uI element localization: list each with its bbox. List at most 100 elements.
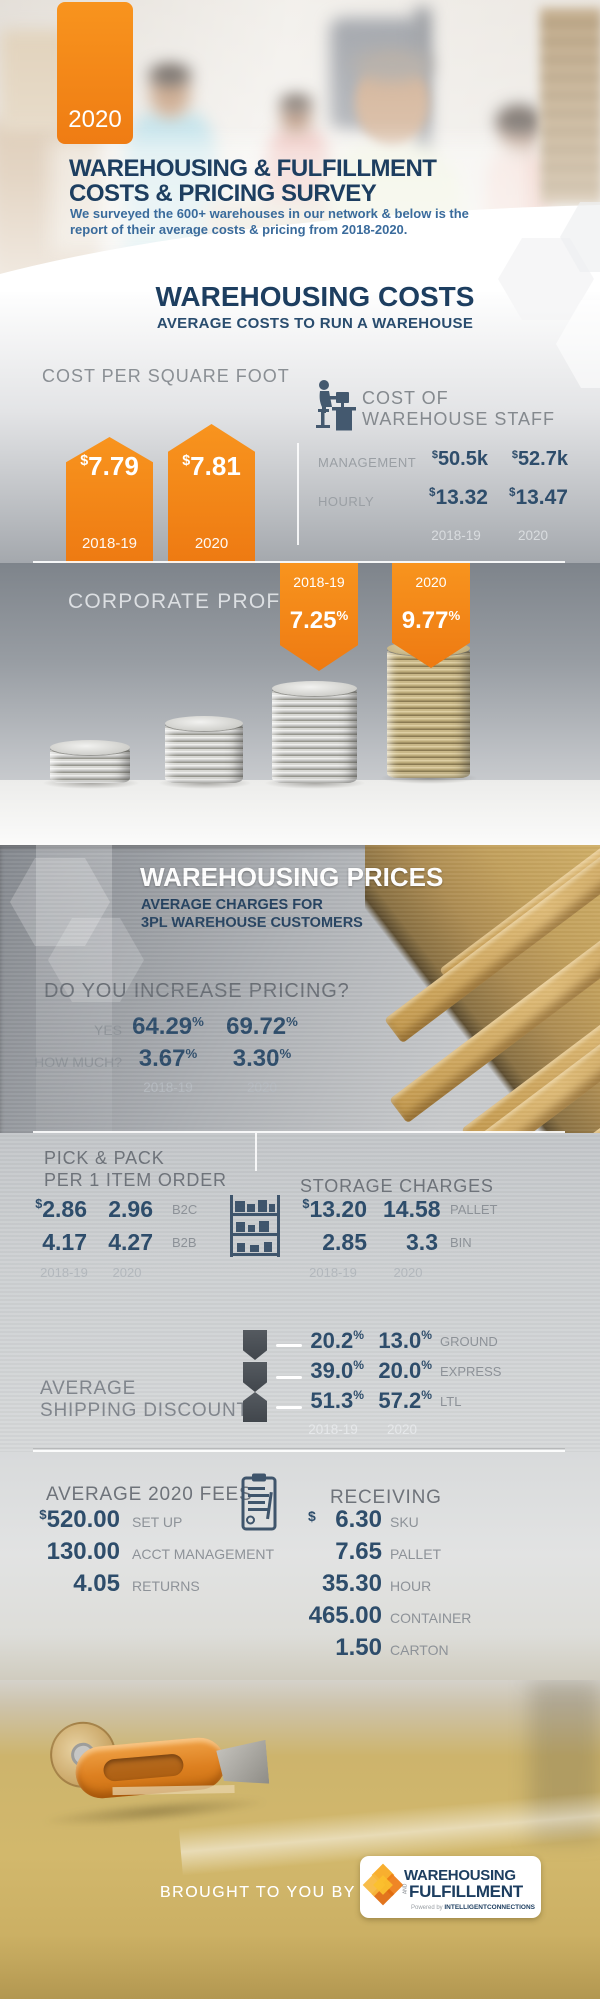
fees-section-bg xyxy=(0,1452,600,1680)
receiving-dollar-sign: $ xyxy=(308,1508,316,1524)
dollar-sign: $ xyxy=(429,487,436,500)
prices-section-title: WAREHOUSING PRICES xyxy=(140,862,444,892)
coin-stack-4 xyxy=(387,641,470,778)
coin-stack-3 xyxy=(272,681,357,783)
sqft-bar-2020 xyxy=(168,424,255,563)
increase-howmuch-label: HOW MUCH? xyxy=(34,1054,122,1070)
storage-pallet-2020: 14.58 xyxy=(383,1196,441,1222)
section-divider xyxy=(33,1131,565,1133)
box-bottom-shade xyxy=(0,1935,600,1999)
percent-sign: % xyxy=(421,1388,432,1403)
pickpack-year2: 2020 xyxy=(112,1265,142,1280)
pallet-photo xyxy=(365,845,600,1133)
profit-value-2020: 9.77% xyxy=(401,607,461,634)
profit-ribbon-2018 xyxy=(280,563,358,671)
fee-returns-value: 4.05 xyxy=(73,1570,120,1597)
sqft-value-2020: $7.81 xyxy=(182,451,241,481)
dollar-sign: $ xyxy=(35,1197,43,1212)
shipping-express-2018: 39.0% xyxy=(310,1358,364,1383)
shipping-year2: 2020 xyxy=(386,1422,418,1437)
percent-sign: % xyxy=(353,1358,364,1373)
fee-returns-label: RETURNS xyxy=(132,1578,200,1594)
dollar-sign: $ xyxy=(509,487,516,500)
fee-acct-label: ACCT MANAGEMENT xyxy=(132,1546,275,1562)
storage-year2: 2020 xyxy=(393,1265,423,1280)
tape-dispenser-photo xyxy=(29,1682,270,1842)
shipping-heading-line2: SHIPPING DISCOUNTS xyxy=(40,1400,263,1421)
fee-setup-value: $520.00 xyxy=(39,1506,120,1533)
dollar-sign: $ xyxy=(302,1197,310,1212)
receiving-pallet-value: 7.65 xyxy=(335,1538,382,1565)
increase-yes-label: YES xyxy=(93,1022,122,1038)
stats-divider xyxy=(255,1133,257,1171)
page-subtitle-line1: We surveyed the 600+ warehouses in our n… xyxy=(70,206,469,221)
year-badge: 2020 xyxy=(57,2,133,144)
shipping-ltl-label: LTL xyxy=(440,1394,462,1409)
profit-tabletop xyxy=(0,780,600,845)
costs-section-title: WAREHOUSING COSTS xyxy=(155,281,475,312)
shipping-dash xyxy=(276,1406,302,1409)
dollar-sign: $ xyxy=(80,453,89,470)
pickpack-b2b-2020: 4.27 xyxy=(108,1229,153,1255)
increase-heading: DO YOU INCREASE PRICING? xyxy=(44,980,350,1002)
percent-sign: % xyxy=(353,1388,364,1403)
shipping-ground-2018: 20.2% xyxy=(310,1328,364,1353)
percent-sign: % xyxy=(279,1046,292,1062)
staff-heading-line2: WAREHOUSE STAFF xyxy=(362,409,556,429)
increase-year2: 2020 xyxy=(246,1080,278,1095)
percent-sign: % xyxy=(448,608,461,624)
shipping-heading-line1: AVERAGE xyxy=(40,1378,137,1399)
shelf-rack-icon xyxy=(230,1195,280,1257)
page-title-line1: WAREHOUSING & FULFILLMENT xyxy=(69,155,437,182)
brand-word-warehousing: WAREHOUSING xyxy=(404,1867,516,1884)
shipping-express-2020: 20.0% xyxy=(378,1358,432,1383)
profit-year-2020: 2020 xyxy=(415,574,447,590)
percent-sign: % xyxy=(353,1328,364,1343)
curve-swoosh xyxy=(0,205,600,292)
receiving-sku-label: SKU xyxy=(390,1514,419,1530)
prices-section-subtitle-line2: 3PL WAREHOUSE CUSTOMERS xyxy=(141,915,363,931)
pickpack-b2c-2018: $2.86 xyxy=(35,1196,87,1222)
pickpack-b2b-2018: 4.17 xyxy=(42,1229,87,1255)
receiving-heading: RECEIVING xyxy=(330,1487,442,1508)
page-subtitle-line2: report of their average costs & pricing … xyxy=(70,222,408,237)
brand-logo-card: WAREHOUSING AND FULFILLMENT Powered by I… xyxy=(360,1856,541,1918)
brought-by-label: BROUGHT TO YOU BY xyxy=(160,1884,356,1901)
receiving-carton-value: 1.50 xyxy=(335,1634,382,1661)
increase-year1: 2018-19 xyxy=(143,1080,193,1095)
shipping-express-label: EXPRESS xyxy=(440,1364,502,1379)
footer-photo: BROUGHT TO YOU BY xyxy=(0,1680,600,1999)
dollar-sign: $ xyxy=(182,453,191,470)
fees-heading: AVERAGE 2020 FEES xyxy=(46,1484,253,1505)
shipping-ground-label: GROUND xyxy=(440,1334,498,1349)
storage-year1: 2018-19 xyxy=(309,1265,357,1280)
staff-management-2020: $52.7k xyxy=(511,448,568,470)
sqft-year-2020: 2020 xyxy=(194,535,229,552)
profit-year-2018: 2018-19 xyxy=(293,574,345,590)
receiving-hour-label: HOUR xyxy=(390,1578,432,1594)
staff-hourly-2018: $13.32 xyxy=(429,486,488,509)
prices-section-subtitle-line1: AVERAGE CHARGES FOR xyxy=(141,897,323,913)
dollar-sign: $ xyxy=(511,449,518,462)
section-divider xyxy=(33,561,565,563)
increase-yes-2018: 64.29% xyxy=(132,1013,204,1040)
receiving-hour-value: 35.30 xyxy=(321,1570,382,1597)
storage-pallet-label: PALLET xyxy=(450,1202,498,1217)
pickpack-heading-line2: PER 1 ITEM ORDER xyxy=(44,1170,227,1190)
percent-sign: % xyxy=(185,1046,198,1062)
person-at-desk-icon xyxy=(316,380,356,431)
hexagon-decoration xyxy=(48,918,144,1002)
staff-row-management-label: MANAGEMENT xyxy=(318,455,417,470)
stats-section-bg xyxy=(0,1133,600,1452)
coin-stack-1 xyxy=(50,740,130,783)
sqft-bar-2018 xyxy=(66,437,153,563)
sqft-value-2018: $7.79 xyxy=(80,451,139,481)
staff-row-hourly-label: HOURLY xyxy=(318,494,375,509)
percent-sign: % xyxy=(421,1358,432,1373)
costs-section-subtitle: AVERAGE COSTS TO RUN A WAREHOUSE xyxy=(156,315,474,332)
shipping-dash xyxy=(276,1344,302,1347)
percent-sign: % xyxy=(421,1328,432,1343)
staff-year1: 2018-19 xyxy=(431,528,481,543)
storage-bin-2020: 3.3 xyxy=(406,1229,438,1255)
pickpack-heading-line1: PICK & PACK xyxy=(44,1148,165,1168)
